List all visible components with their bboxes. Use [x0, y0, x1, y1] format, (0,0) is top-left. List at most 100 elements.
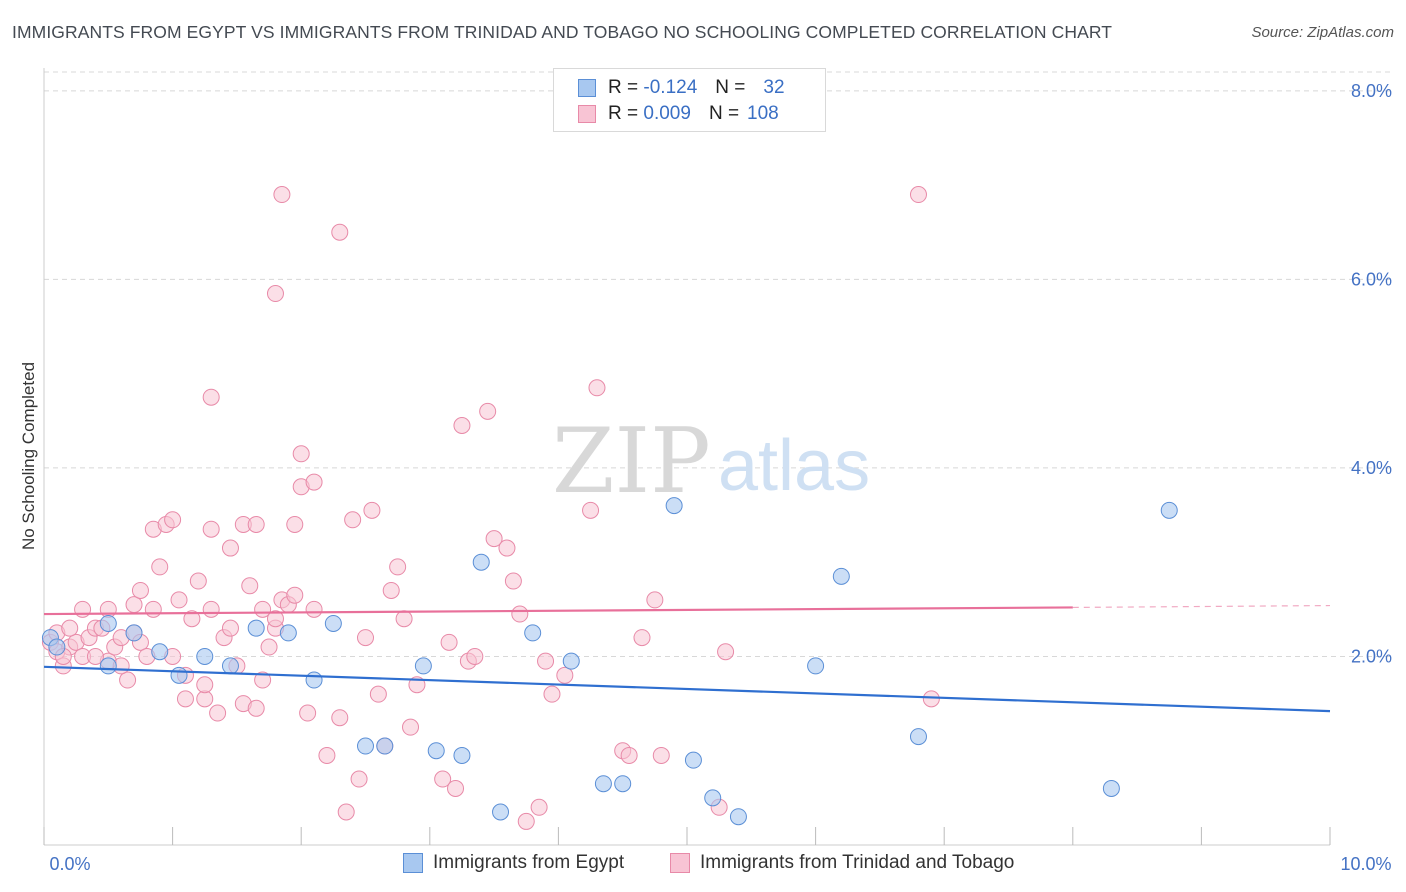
trinidad-point [382, 581, 400, 599]
trinidad-point [260, 638, 278, 656]
egypt-point [357, 737, 374, 755]
watermark-atlas: atlas [718, 426, 870, 506]
egypt-point [324, 614, 342, 632]
trinidad-point [363, 501, 381, 519]
trinidad-point [485, 530, 503, 548]
trinidad-point [543, 685, 561, 703]
trinidad-point [241, 577, 259, 595]
trinidad-point [717, 643, 735, 661]
trinidad-point [922, 690, 940, 708]
legend-swatch-egypt [578, 79, 596, 97]
legend-n-label: N = [715, 77, 746, 98]
trinidad-point [254, 671, 272, 689]
egypt-point [807, 657, 825, 675]
trinidad-point [164, 511, 182, 529]
trinidad-point [517, 812, 535, 830]
trend-lines [43, 604, 1331, 713]
legend-item-egypt: Immigrants from Egypt [403, 852, 624, 874]
egypt-point [684, 751, 702, 769]
legend-item-trinidad: Immigrants from Trinidad and Tobago [670, 852, 1014, 874]
trinidad-point [86, 647, 104, 665]
y-axis-label: No Schooling Completed [19, 362, 38, 550]
trinidad-point [350, 770, 368, 788]
x-tick-label: 0.0% [49, 854, 90, 874]
trinidad-point [99, 600, 117, 618]
trinidad-trend-line [43, 606, 1073, 616]
legend-r-label: R = [608, 77, 639, 98]
trinidad-trend-extension [1072, 604, 1331, 609]
trinidad-point [582, 501, 600, 519]
trinidad-point [119, 671, 137, 689]
egypt-point [125, 624, 143, 642]
trinidad-point [504, 572, 522, 590]
trinidad-point [292, 445, 310, 463]
trinidad-point [196, 676, 214, 694]
egypt-points [41, 497, 1178, 826]
trinidad-point [202, 388, 220, 406]
watermark: ZIP atlas [552, 409, 870, 514]
egypt-point [594, 775, 612, 793]
legend-r-value: 0.009 [643, 103, 691, 124]
trinidad-point [357, 629, 374, 647]
source-label: Source: ZipAtlas.com [1251, 24, 1394, 41]
trinidad-point [344, 511, 362, 529]
trinidad-point [266, 610, 284, 628]
trinidad-point [209, 704, 227, 722]
egypt-point [562, 652, 580, 670]
trinidad-point [395, 610, 413, 628]
egypt-point [170, 666, 188, 684]
trinidad-point [511, 605, 529, 623]
egypt-point [376, 737, 394, 755]
trinidad-point [318, 746, 336, 764]
legend-label-trinidad: Immigrants from Trinidad and Tobago [700, 852, 1015, 873]
trinidad-point [144, 600, 162, 618]
trinidad-point [633, 629, 651, 647]
y-tick-label: 8.0% [1351, 81, 1392, 101]
trinidad-point [331, 223, 349, 241]
trinidad-point [305, 600, 323, 618]
trinidad-point [389, 558, 407, 576]
egypt-point [427, 742, 445, 760]
trinidad-point [202, 600, 220, 618]
trinidad-point [453, 417, 471, 435]
egypt-point [472, 553, 490, 571]
trinidad-points [41, 186, 940, 830]
egypt-point [614, 775, 632, 793]
trinidad-point [369, 685, 387, 703]
trinidad-point [176, 690, 194, 708]
trinidad-point [61, 619, 79, 637]
trinidad-point [221, 539, 239, 557]
egypt-point [665, 497, 683, 515]
grid-lines [44, 71, 1392, 657]
trinidad-point [620, 746, 638, 764]
trinidad-point [479, 402, 497, 420]
trinidad-point [247, 515, 265, 533]
egypt-point [221, 657, 239, 675]
trinidad-point [266, 285, 284, 303]
x-tick-label: 10.0% [1340, 854, 1391, 874]
trinidad-point [286, 515, 304, 533]
series-legend: Immigrants from Egypt Immigrants from Tr… [0, 852, 1406, 878]
legend-row-trinidad: R = 0.009 N = 108 [578, 102, 779, 126]
legend-row-egypt: R = -0.124 N = 32 [578, 76, 785, 100]
correlation-legend: R = -0.124 N = 32 R = 0.009 N = 108 [553, 68, 826, 132]
egypt-point [196, 647, 214, 665]
trinidad-point [273, 186, 291, 204]
egypt-trend-line [43, 665, 1331, 713]
trinidad-point [189, 572, 207, 590]
legend-swatch-trinidad [578, 105, 596, 123]
trinidad-point [530, 798, 548, 816]
legend-swatch-egypt [403, 853, 423, 873]
trinidad-point [498, 539, 516, 557]
legend-n-value: 108 [747, 103, 779, 124]
trinidad-point [447, 779, 465, 797]
egypt-point [524, 624, 542, 642]
trinidad-point [125, 596, 143, 614]
egypt-point [279, 624, 297, 642]
y-tick-label: 2.0% [1351, 646, 1392, 666]
trinidad-point [652, 746, 670, 764]
legend-n-label: N = [708, 103, 740, 124]
egypt-point [99, 614, 117, 632]
legend-r-value: -0.124 [643, 77, 698, 98]
